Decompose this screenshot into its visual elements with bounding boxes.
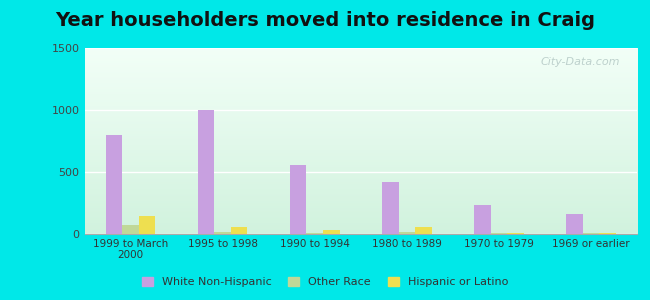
- Bar: [491, 233, 507, 234]
- Bar: [198, 110, 214, 234]
- Bar: [214, 232, 231, 234]
- Bar: [398, 232, 415, 234]
- Bar: [474, 206, 491, 234]
- Bar: [231, 227, 248, 234]
- Bar: [566, 214, 582, 234]
- Bar: [139, 216, 155, 234]
- Bar: [323, 230, 339, 234]
- Bar: [415, 226, 432, 234]
- Bar: [106, 135, 122, 234]
- Bar: [599, 233, 616, 234]
- Bar: [122, 225, 139, 234]
- Bar: [382, 182, 398, 234]
- Text: Year householders moved into residence in Craig: Year householders moved into residence i…: [55, 11, 595, 31]
- Bar: [582, 233, 599, 234]
- Legend: White Non-Hispanic, Other Race, Hispanic or Latino: White Non-Hispanic, Other Race, Hispanic…: [138, 272, 512, 291]
- Text: City-Data.com: City-Data.com: [541, 57, 620, 67]
- Bar: [290, 165, 306, 234]
- Bar: [306, 233, 323, 234]
- Bar: [507, 233, 524, 234]
